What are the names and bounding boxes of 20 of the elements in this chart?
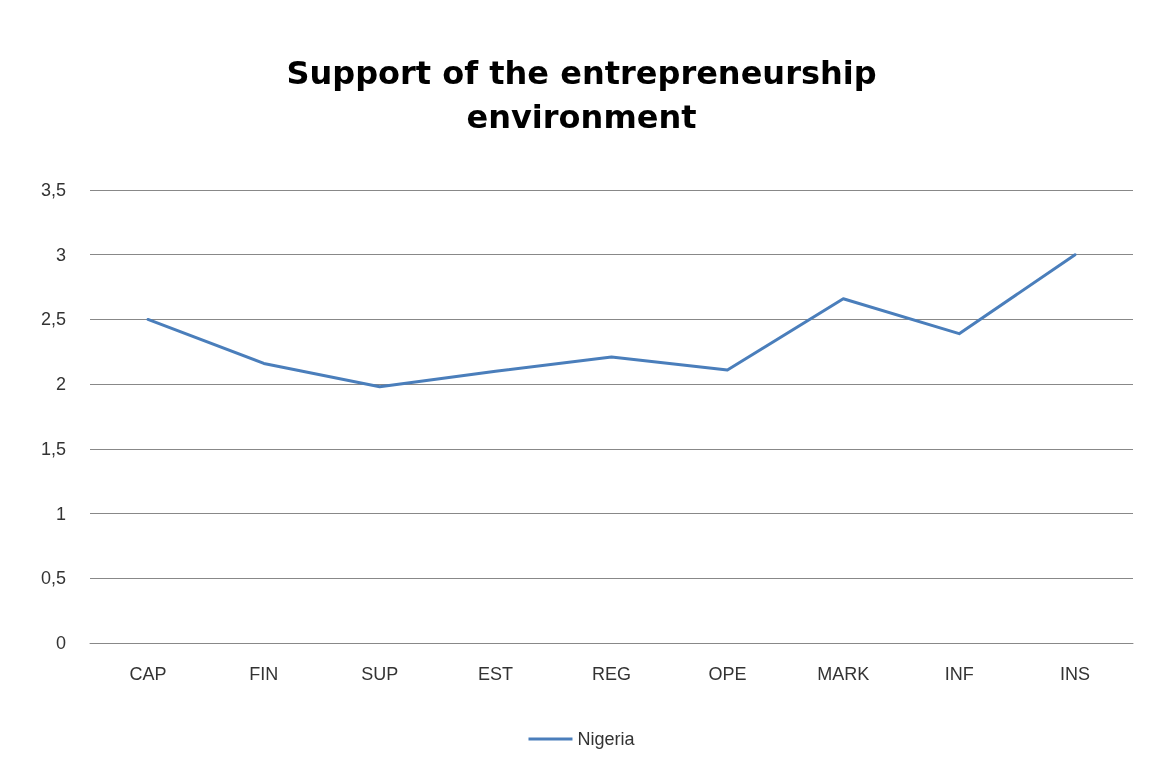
x-tick-label: FIN <box>249 664 279 684</box>
y-tick-label: 2 <box>55 374 66 395</box>
x-tick-label: REG <box>591 664 632 684</box>
y-tick-label: 0 <box>55 633 66 653</box>
x-tick-label: INF <box>944 664 974 684</box>
y-tick-label: 3 <box>55 244 66 265</box>
x-tick-label: MARK <box>817 664 870 684</box>
legend-label: Nigeria <box>577 729 636 749</box>
y-tick-label: 1 <box>55 503 66 524</box>
x-tick-label: CAP <box>129 664 167 684</box>
x-tick-label: INS <box>1060 664 1091 684</box>
x-tick-label: OPE <box>708 664 747 684</box>
chart-title: Support of the entrepreneurship environment <box>286 54 877 136</box>
y-tick-label: 3,5 <box>40 180 66 200</box>
y-tick-label: 0,5 <box>40 568 66 589</box>
y-tick-label: 2,5 <box>40 309 66 330</box>
x-tick-label: EST <box>478 664 514 684</box>
y-tick-label: 1,5 <box>40 438 66 459</box>
x-tick-label: SUP <box>361 664 399 684</box>
line-series <box>146 253 1077 389</box>
